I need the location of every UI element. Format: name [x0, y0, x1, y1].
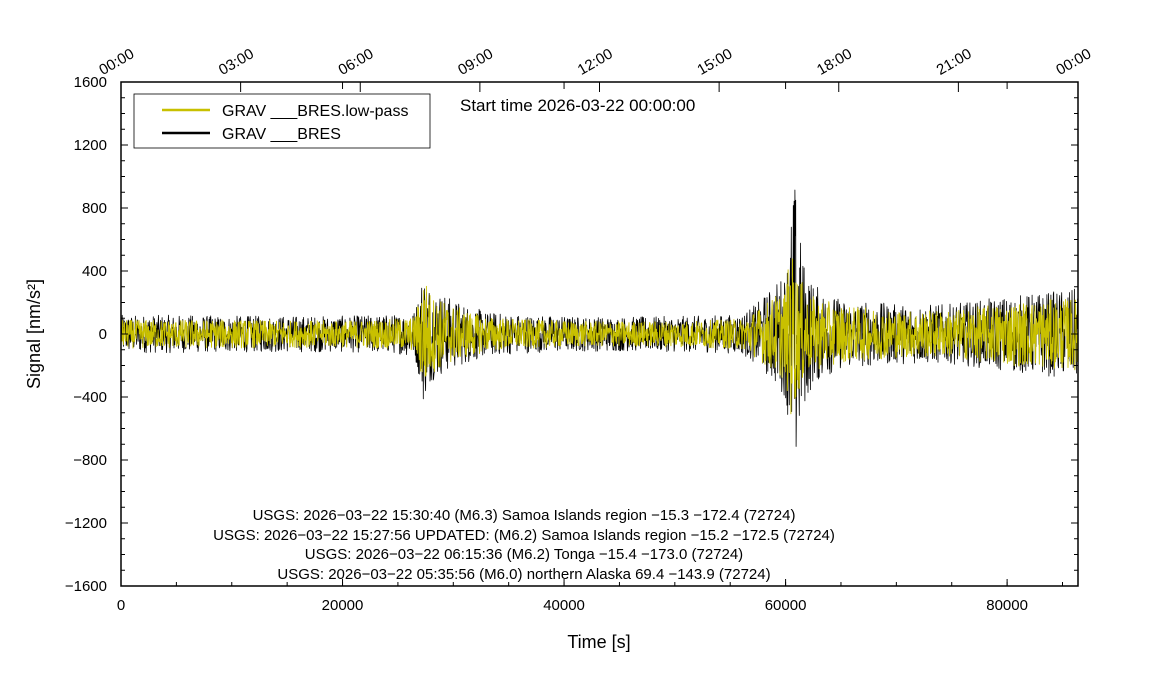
top-time-tick-label: 06:00 — [335, 45, 376, 78]
y-tick-label: 0 — [99, 326, 107, 343]
start-time-label: Start time 2026-03-22 00:00:00 — [460, 96, 695, 115]
event-annotation: USGS: 2026−03−22 05:35:56 (M6.0) norther… — [277, 566, 770, 583]
y-tick-label: 1600 — [74, 74, 107, 91]
top-time-tick-label: 15:00 — [694, 45, 735, 78]
x-axis-title: Time [s] — [567, 632, 630, 652]
x-tick-label: 80000 — [986, 597, 1028, 614]
top-time-tick-label: 00:00 — [96, 45, 137, 78]
top-time-tick-label: 00:00 — [1053, 45, 1094, 78]
x-tick-labels: 0 20000 40000 60000 80000 — [117, 597, 1028, 614]
x-tick-label: 60000 — [765, 597, 807, 614]
plot-lines — [120, 189, 1079, 447]
series-line-raw — [120, 189, 1079, 447]
event-annotation: USGS: 2026−03−22 06:15:36 (M6.2) Tonga −… — [305, 546, 743, 563]
top-time-tick-label: 03:00 — [216, 45, 257, 78]
event-annotations: USGS: 2026−03−22 15:30:40 (M6.3) Samoa I… — [213, 507, 835, 583]
axis-ticks — [120, 81, 1079, 587]
y-tick-label: 1200 — [74, 137, 107, 154]
series-line-lowpass — [120, 258, 1079, 415]
y-tick-labels: −1600 −1200 −800 −400 0 400 800 1200 1600 — [65, 74, 107, 595]
y-tick-label: 400 — [82, 263, 107, 280]
event-annotation: USGS: 2026−03−22 15:27:56 UPDATED: (M6.2… — [213, 527, 835, 544]
x-tick-label: 20000 — [322, 597, 364, 614]
top-time-tick-label: 18:00 — [814, 45, 855, 78]
top-time-tick-label: 09:00 — [455, 45, 496, 78]
y-tick-label: −1600 — [65, 578, 107, 595]
y-tick-label: −1200 — [65, 515, 107, 532]
x-tick-label: 0 — [117, 597, 125, 614]
legend: GRAV ___BRES.low-pass GRAV ___BRES — [133, 93, 431, 149]
y-tick-label: 800 — [82, 200, 107, 217]
top-time-tick-labels: 00:00 03:00 06:00 09:00 12:00 15:00 18:00 21:00… — [96, 45, 1094, 78]
legend-label-raw: GRAV ___BRES — [222, 126, 341, 143]
event-annotation: USGS: 2026−03−22 15:30:40 (M6.3) Samoa I… — [253, 507, 796, 524]
y-tick-label: −800 — [73, 452, 107, 469]
y-axis-title: Signal [nm/s²] — [24, 279, 44, 389]
x-tick-label: 40000 — [543, 597, 585, 614]
top-time-tick-label: 12:00 — [575, 45, 616, 78]
top-time-tick-label: 21:00 — [934, 45, 975, 78]
legend-box — [133, 93, 431, 149]
legend-label-lowpass: GRAV ___BRES.low-pass — [222, 103, 408, 120]
y-tick-label: −400 — [73, 389, 107, 406]
